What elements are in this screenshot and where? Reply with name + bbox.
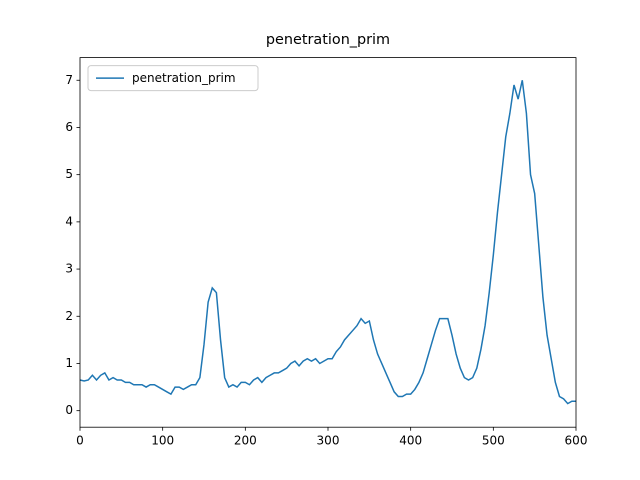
y-tick-label: 5 (65, 167, 73, 181)
chart-title: penetration_prim (266, 32, 390, 48)
x-tick-label: 100 (151, 434, 174, 448)
x-tick-label: 600 (565, 434, 588, 448)
y-tick-label: 0 (65, 403, 73, 417)
y-tick-label: 2 (65, 309, 73, 323)
x-tick-label: 400 (399, 434, 422, 448)
y-tick-label: 7 (65, 73, 73, 87)
x-tick-label: 500 (482, 434, 505, 448)
x-tick-label: 200 (234, 434, 257, 448)
x-tick-label: 300 (317, 434, 340, 448)
legend-box (87, 65, 259, 92)
y-tick-label: 1 (65, 356, 73, 370)
axes-frame (79, 57, 577, 428)
line (79, 80, 576, 405)
y-tick-label: 4 (65, 214, 73, 228)
y-tick-label: 3 (65, 262, 73, 276)
x-tick-label: 0 (76, 434, 84, 448)
legend: penetration_prim (87, 65, 259, 92)
legend-label: penetration_prim (132, 71, 236, 85)
y-tick-label: 6 (65, 120, 73, 134)
